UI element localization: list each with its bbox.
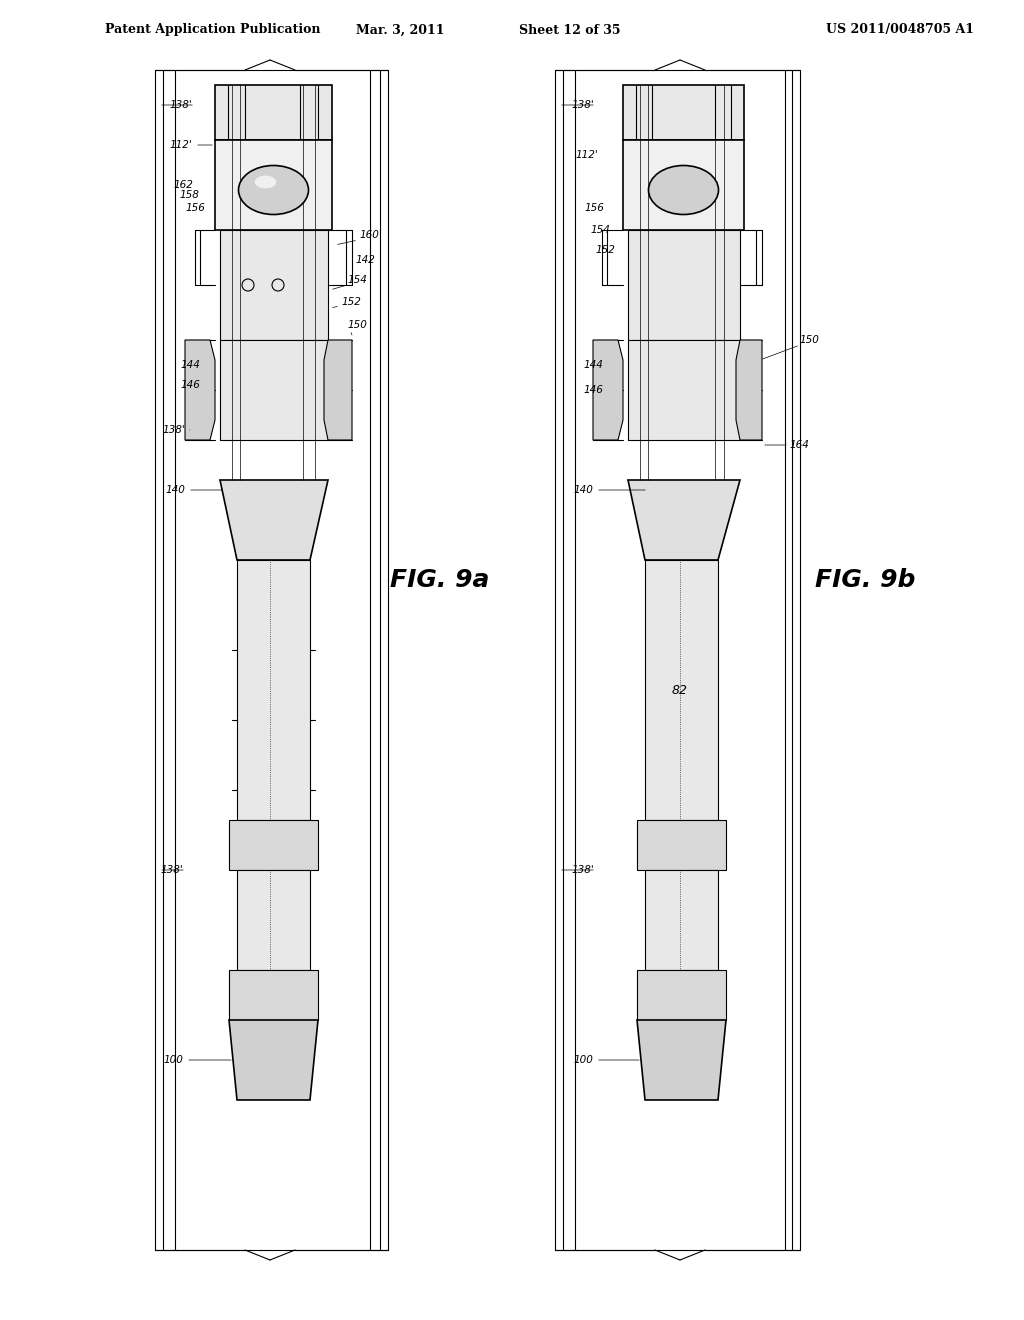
Text: 154: 154 <box>348 275 368 285</box>
Text: 142: 142 <box>355 255 375 265</box>
Text: US 2011/0048705 A1: US 2011/0048705 A1 <box>826 24 974 37</box>
Ellipse shape <box>255 176 276 189</box>
Bar <box>645 560 718 820</box>
Text: 144: 144 <box>180 360 200 370</box>
Text: 144: 144 <box>583 360 603 370</box>
Ellipse shape <box>648 165 719 214</box>
Text: 154: 154 <box>590 224 610 235</box>
Text: 82: 82 <box>672 684 688 697</box>
Text: FIG. 9a: FIG. 9a <box>390 568 489 591</box>
Text: Mar. 3, 2011: Mar. 3, 2011 <box>355 24 444 37</box>
Bar <box>237 560 310 820</box>
Text: 150: 150 <box>348 319 368 330</box>
Text: 150: 150 <box>800 335 820 345</box>
Bar <box>623 140 744 230</box>
Bar <box>237 870 310 970</box>
Bar <box>637 820 726 870</box>
Text: 156: 156 <box>584 203 604 213</box>
Bar <box>220 230 328 341</box>
Ellipse shape <box>239 165 308 214</box>
Text: 138': 138' <box>162 425 185 436</box>
Text: 138': 138' <box>571 100 594 110</box>
Text: Patent Application Publication: Patent Application Publication <box>105 24 321 37</box>
Text: 152: 152 <box>341 297 360 308</box>
Bar <box>645 870 718 970</box>
Text: 138': 138' <box>169 100 193 110</box>
Bar <box>628 341 740 440</box>
Text: 158: 158 <box>179 190 199 201</box>
Polygon shape <box>229 1020 318 1100</box>
Polygon shape <box>220 480 328 560</box>
Text: 146: 146 <box>180 380 200 389</box>
Text: 112': 112' <box>169 140 193 150</box>
Text: 156: 156 <box>185 203 205 213</box>
Text: 138': 138' <box>571 865 594 875</box>
Text: 138': 138' <box>160 865 183 875</box>
Bar <box>215 140 332 230</box>
Bar <box>215 84 332 140</box>
Bar <box>229 970 318 1020</box>
Text: 152: 152 <box>595 246 615 255</box>
Text: 160: 160 <box>360 230 380 240</box>
Bar <box>229 820 318 870</box>
Text: FIG. 9b: FIG. 9b <box>815 568 915 591</box>
Bar <box>623 84 744 140</box>
Text: 140: 140 <box>573 484 593 495</box>
Bar <box>628 230 740 341</box>
Bar <box>220 341 328 440</box>
Text: 162: 162 <box>173 180 193 190</box>
Text: 112': 112' <box>575 150 598 160</box>
Text: Sheet 12 of 35: Sheet 12 of 35 <box>519 24 621 37</box>
Polygon shape <box>185 341 215 440</box>
Polygon shape <box>637 1020 726 1100</box>
Text: 100: 100 <box>573 1055 593 1065</box>
Polygon shape <box>324 341 352 440</box>
Polygon shape <box>593 341 623 440</box>
Text: 100: 100 <box>163 1055 183 1065</box>
Text: 140: 140 <box>165 484 185 495</box>
Polygon shape <box>736 341 762 440</box>
Text: 146: 146 <box>583 385 603 395</box>
Text: 164: 164 <box>790 440 810 450</box>
Bar <box>637 970 726 1020</box>
Polygon shape <box>628 480 740 560</box>
